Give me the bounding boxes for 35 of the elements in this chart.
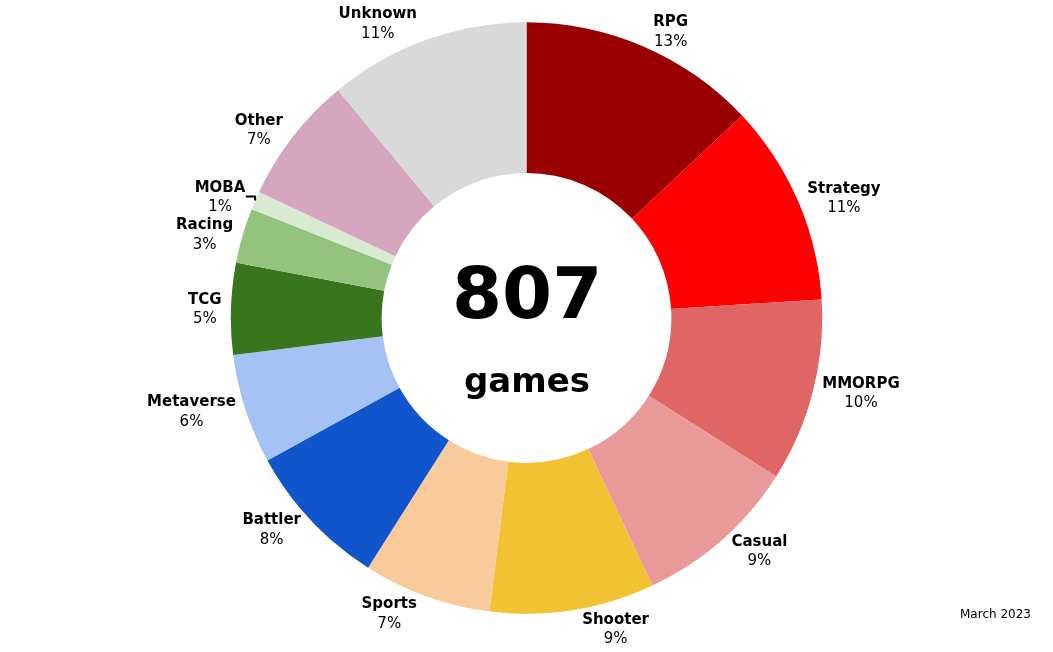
donut-slice (648, 299, 822, 477)
donut-slice (251, 192, 396, 265)
data-label: 11% (827, 198, 861, 217)
donut-slice (230, 262, 385, 356)
text: games (464, 360, 591, 400)
text: 807 (452, 251, 603, 335)
data-label: 8% (259, 529, 284, 548)
slice-label: Sports (361, 594, 417, 613)
slice-label: Shooter (582, 609, 650, 628)
slice-label: Strategy (807, 178, 881, 197)
data-label: 6% (179, 411, 204, 430)
slice-label: MMORPG (822, 373, 900, 392)
slice-label: Unknown (338, 4, 417, 23)
text: March 2023 (960, 607, 1031, 621)
slice-label: TCG (188, 289, 222, 308)
donut-slice (338, 22, 527, 207)
data-label: 1% (208, 197, 232, 216)
slice-label: Racing (176, 215, 234, 234)
data-label: 7% (377, 613, 402, 632)
slice-label: Casual (731, 531, 788, 550)
slice-label: Other (234, 110, 284, 129)
data-label: 9% (603, 629, 628, 648)
data-label: 11% (361, 23, 395, 42)
slice-label: MOBA (194, 177, 246, 196)
data-label: 3% (192, 234, 217, 253)
donut-slice (489, 449, 653, 614)
data-label: 5% (192, 309, 217, 328)
slice-label: Battler (242, 510, 302, 529)
data-label: 10% (844, 393, 878, 412)
data-label: 7% (246, 130, 271, 149)
slice-label: Metaverse (147, 392, 236, 411)
slice-label: RPG (653, 12, 689, 31)
data-label: 9% (747, 551, 772, 570)
data-label: 13% (654, 31, 688, 50)
donut-slice (236, 209, 392, 291)
